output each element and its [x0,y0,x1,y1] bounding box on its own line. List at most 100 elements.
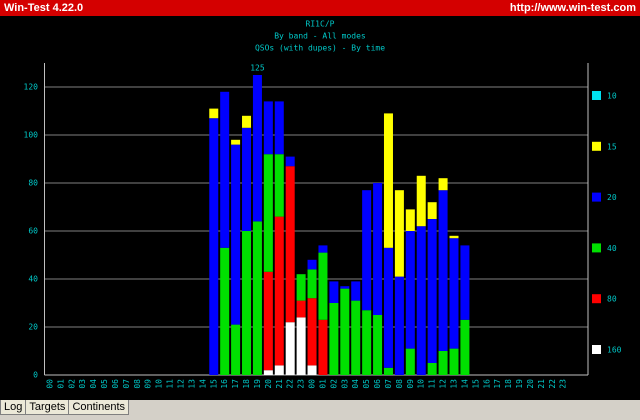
bar-segment [449,238,459,349]
bar-segment [231,324,241,375]
chart: RI1C/P By band - All modes QSOs (with dupe… [24,20,622,389]
bar-segment [383,247,393,368]
bar-segment [285,322,295,375]
legend-label: 40 [607,244,617,253]
y-tick-label: 120 [24,83,39,92]
x-tick-label: 07 [384,379,393,389]
bar-segment [405,231,415,349]
x-tick-label: 00 [308,379,317,389]
x-tick-label: 08 [395,379,404,389]
x-tick-label: 23 [297,379,306,389]
x-tick-label: 12 [177,379,186,389]
bar-segment [220,91,230,248]
tabs: Log Targets Continents [0,400,640,420]
bar-segment [383,367,393,375]
bar-segment [263,370,273,375]
url[interactable]: http://www.win-test.com [509,2,636,14]
bar-segment [394,190,404,277]
x-tick-label: 09 [144,379,153,389]
bar-segment [318,319,328,375]
window-title: Win-Test 4.22.0 [4,2,84,14]
x-tick-label: 01 [318,379,327,389]
bar-segment [252,221,262,375]
bar-segment [394,276,404,375]
bar-segment [427,202,437,219]
bar-segment [307,269,317,299]
bar-segment [242,115,252,128]
bar-segment [362,190,372,311]
bar-segment [318,245,328,253]
bar-segment [351,281,361,301]
legend-label: 10 [607,92,617,101]
bar-segment [438,351,448,375]
legend-label: 80 [607,295,617,304]
annotation: 125 [250,64,265,73]
x-tick-label: 14 [460,379,469,389]
bar-segment [242,231,252,375]
y-tick-label: 40 [28,275,38,284]
bar-segment [449,235,459,239]
x-tick-label: 20 [526,379,535,389]
x-tick-label: 20 [264,379,273,389]
bar-segment [340,288,350,375]
bar-segment [274,365,284,375]
bar-segment [416,226,426,375]
x-tick-label: 02 [67,379,76,389]
bar-segment [220,247,230,375]
x-tick-label: 05 [362,379,371,389]
x-tick-label: 06 [373,379,382,389]
y-tick-label: 60 [28,227,38,236]
bar-segment [209,118,219,375]
y-tick-label: 80 [28,179,38,188]
bar-segment [329,281,339,303]
x-tick-label: 11 [428,379,437,389]
chart-title: QSOs (with dupes) - By time [255,44,385,53]
tab[interactable]: Log [0,400,27,415]
bar-segment [362,310,372,375]
bar-segment [307,298,317,366]
x-tick-label: 06 [111,379,120,389]
bar-segment [373,183,383,315]
x-tick-label: 19 [515,379,524,389]
x-tick-label: 02 [329,379,338,389]
bar-segment [329,303,339,375]
bar-segment [274,216,284,366]
bar-segment [252,75,262,222]
x-tick-label: 17 [493,379,502,389]
bar-segment [231,144,241,325]
bar-segment [296,300,306,318]
bar-segment [296,274,306,301]
x-tick-label: 17 [231,379,240,389]
bar-segment [318,252,328,320]
bar-segment [285,166,295,323]
legend-swatch [592,192,601,202]
legend-label: 15 [607,142,617,151]
x-tick-label: 11 [166,379,175,389]
bar-segment [307,259,317,270]
title-bar: Win-Test 4.22.0 http://www.win-test.com [0,0,640,16]
tab[interactable]: Continents [68,400,130,415]
bar-segment [460,319,470,375]
x-tick-label: 12 [439,379,448,389]
bar-segment [449,348,459,375]
x-tick-label: 18 [504,379,513,389]
x-tick-label: 13 [187,379,196,389]
x-tick-label: 07 [122,379,131,389]
tab[interactable]: Targets [25,400,70,415]
x-tick-label: 22 [286,379,295,389]
bar-segment [231,139,241,145]
chart-title: RI1C/P [306,20,335,29]
bar-segment [340,286,350,289]
bar-segment [263,271,273,371]
x-tick-label: 01 [56,379,65,389]
bar-segment [373,315,383,375]
x-tick-label: 00 [45,379,54,389]
x-tick-label: 08 [133,379,142,389]
legend-swatch [592,345,601,354]
x-tick-label: 16 [220,379,229,389]
x-tick-label: 10 [155,379,164,389]
x-tick-label: 18 [242,379,251,389]
x-tick-label: 04 [351,379,360,389]
x-tick-label: 15 [209,379,218,389]
